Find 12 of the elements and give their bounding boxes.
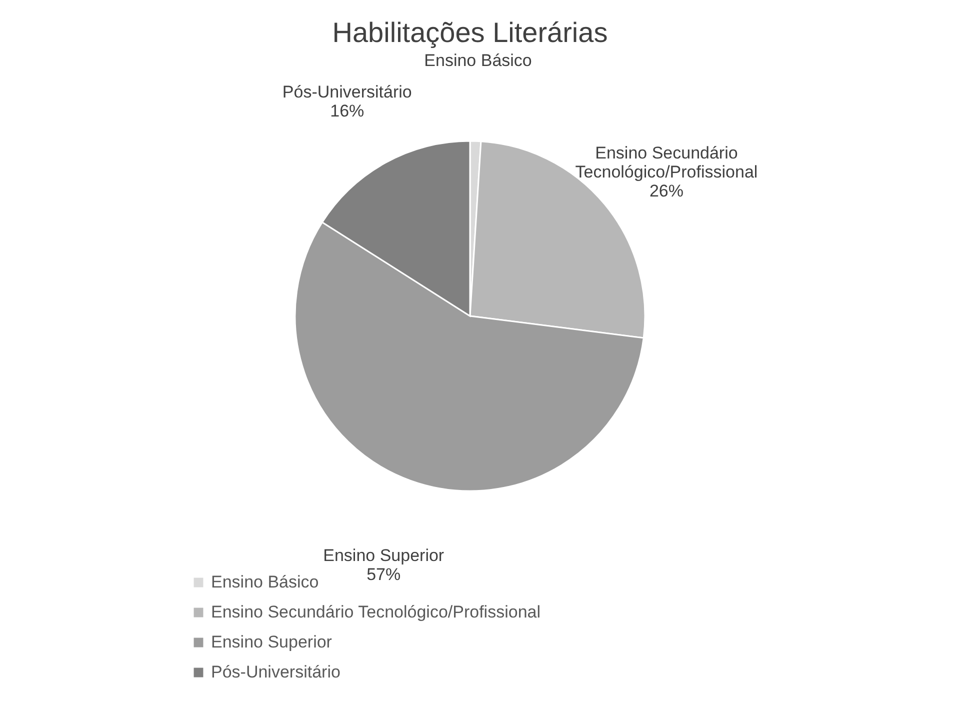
legend-label: Ensino Secundário Tecnológico/Profissional	[211, 602, 540, 622]
slice-label: Pós-Universitário	[282, 82, 412, 102]
legend-label: Ensino Básico	[211, 572, 319, 592]
data-label: 16%	[330, 102, 364, 121]
data-label: 57%	[366, 564, 401, 584]
slice-label: Ensino Superior	[323, 546, 444, 565]
data-label: 26%	[649, 181, 684, 200]
slice-label: Ensino Secundário Tecnológico/Profissional	[575, 143, 758, 182]
legend-label: Ensino Superior	[211, 632, 332, 652]
category-label: Ensino Básico	[424, 51, 532, 70]
legend-label: Pós-Universitário	[211, 662, 340, 682]
chart-title: Habilitações Literárias	[332, 17, 608, 48]
